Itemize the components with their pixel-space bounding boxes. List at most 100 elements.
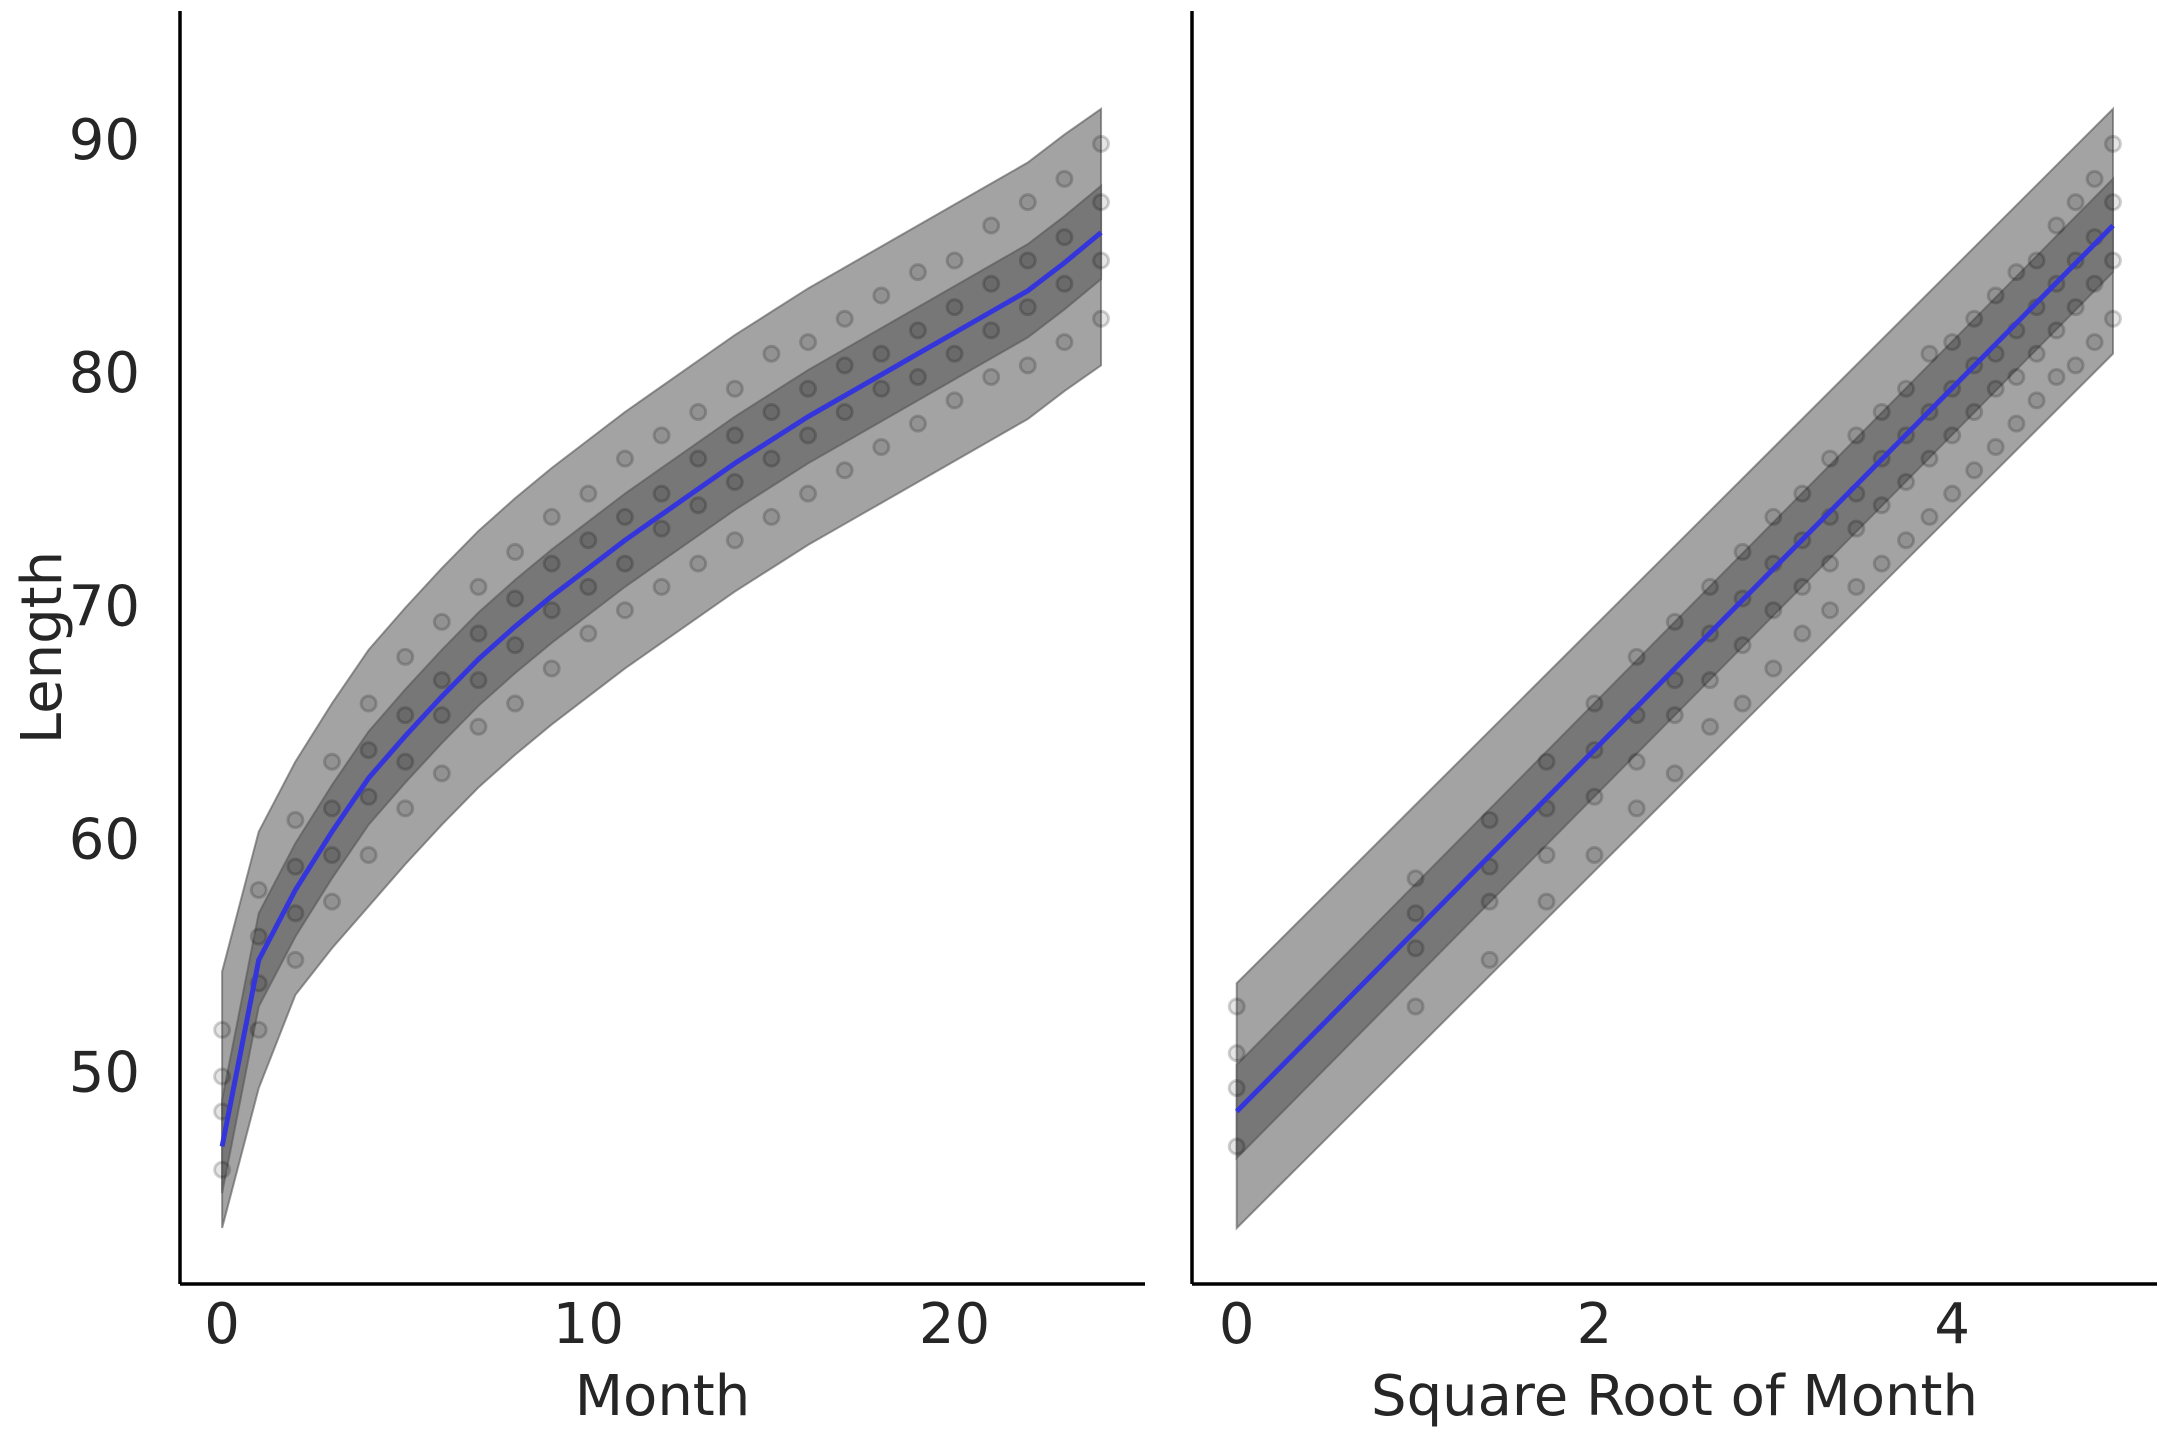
data-point	[1665, 612, 1684, 631]
data-point	[1986, 437, 2005, 456]
data-point	[762, 403, 781, 422]
data-point	[396, 647, 415, 666]
data-point	[542, 507, 561, 526]
data-point	[2007, 368, 2026, 387]
data-point	[872, 379, 891, 398]
data-point	[652, 519, 671, 538]
x-tick-label: 20	[919, 1292, 990, 1357]
data-point	[1406, 904, 1425, 923]
data-point	[1227, 1044, 1246, 1063]
data-point	[945, 251, 964, 270]
data-point	[725, 472, 744, 491]
data-point	[2066, 298, 2085, 317]
data-point	[506, 542, 525, 561]
data-point	[1821, 449, 1840, 468]
data-point	[432, 612, 451, 631]
data-point	[1920, 507, 1939, 526]
data-point	[1733, 542, 1752, 561]
data-point	[2047, 368, 2066, 387]
data-point	[469, 717, 488, 736]
data-point	[908, 368, 927, 387]
data-point	[1943, 426, 1962, 445]
data-point	[249, 880, 268, 899]
data-point	[469, 624, 488, 643]
x-tick-label: 0	[204, 1292, 240, 1357]
data-point	[1627, 647, 1646, 666]
y-tick-label: 60	[69, 807, 140, 872]
data-point	[1943, 484, 1962, 503]
data-point	[835, 461, 854, 480]
data-point	[1897, 531, 1916, 550]
data-point	[1847, 426, 1866, 445]
data-point	[1701, 577, 1720, 596]
data-point	[1965, 461, 1984, 480]
data-point	[615, 507, 634, 526]
data-point	[982, 321, 1001, 340]
data-point	[872, 344, 891, 363]
data-point	[1018, 356, 1037, 375]
data-point	[615, 449, 634, 468]
data-point	[1537, 892, 1556, 911]
data-point	[689, 496, 708, 515]
data-point	[2066, 193, 2085, 212]
data-point	[322, 892, 341, 911]
data-point	[1406, 997, 1425, 1016]
data-point	[689, 449, 708, 468]
data-point	[579, 484, 598, 503]
data-point	[1764, 601, 1783, 620]
data-point	[359, 787, 378, 806]
data-point	[249, 1020, 268, 1039]
data-point	[579, 624, 598, 643]
data-point	[1733, 636, 1752, 655]
data-point	[2103, 134, 2122, 153]
data-point	[872, 286, 891, 305]
data-point	[1627, 752, 1646, 771]
data-point	[432, 764, 451, 783]
data-point	[1585, 846, 1604, 865]
data-point	[1227, 997, 1246, 1016]
data-point	[1092, 309, 1111, 328]
data-point	[1965, 403, 1984, 422]
hdi-inner-band	[221, 183, 1103, 1194]
data-point	[725, 379, 744, 398]
data-point	[1018, 298, 1037, 317]
data-point	[652, 426, 671, 445]
y-axis-label: Length	[10, 551, 75, 744]
x-axis-label: Square Root of Month	[1371, 1364, 1978, 1429]
data-point	[872, 437, 891, 456]
data-point	[213, 1067, 232, 1086]
data-point	[1537, 846, 1556, 865]
data-point	[506, 636, 525, 655]
data-point	[359, 741, 378, 760]
data-point	[835, 356, 854, 375]
data-point	[249, 927, 268, 946]
data-point	[2085, 333, 2104, 352]
data-point	[322, 752, 341, 771]
data-point	[762, 449, 781, 468]
data-point	[213, 1020, 232, 1039]
data-point	[1055, 169, 1074, 188]
data-point	[469, 577, 488, 596]
data-point	[396, 752, 415, 771]
data-point	[1018, 193, 1037, 212]
data-point	[1897, 379, 1916, 398]
data-point	[1897, 472, 1916, 491]
data-point	[945, 344, 964, 363]
y-tick-label: 90	[69, 108, 140, 173]
data-point	[2007, 263, 2026, 282]
data-point	[1092, 134, 1111, 153]
data-point	[1092, 193, 1111, 212]
data-point	[359, 846, 378, 865]
data-point	[652, 484, 671, 503]
data-point	[1480, 892, 1499, 911]
data-point	[982, 216, 1001, 235]
data-point	[432, 706, 451, 725]
data-point	[213, 1160, 232, 1179]
x-tick-label: 4	[1934, 1292, 1970, 1357]
data-point	[542, 659, 561, 678]
data-point	[1965, 309, 1984, 328]
data-point	[1764, 659, 1783, 678]
x-tick-label: 0	[1219, 1292, 1255, 1357]
data-point	[286, 904, 305, 923]
data-point	[1227, 1137, 1246, 1156]
